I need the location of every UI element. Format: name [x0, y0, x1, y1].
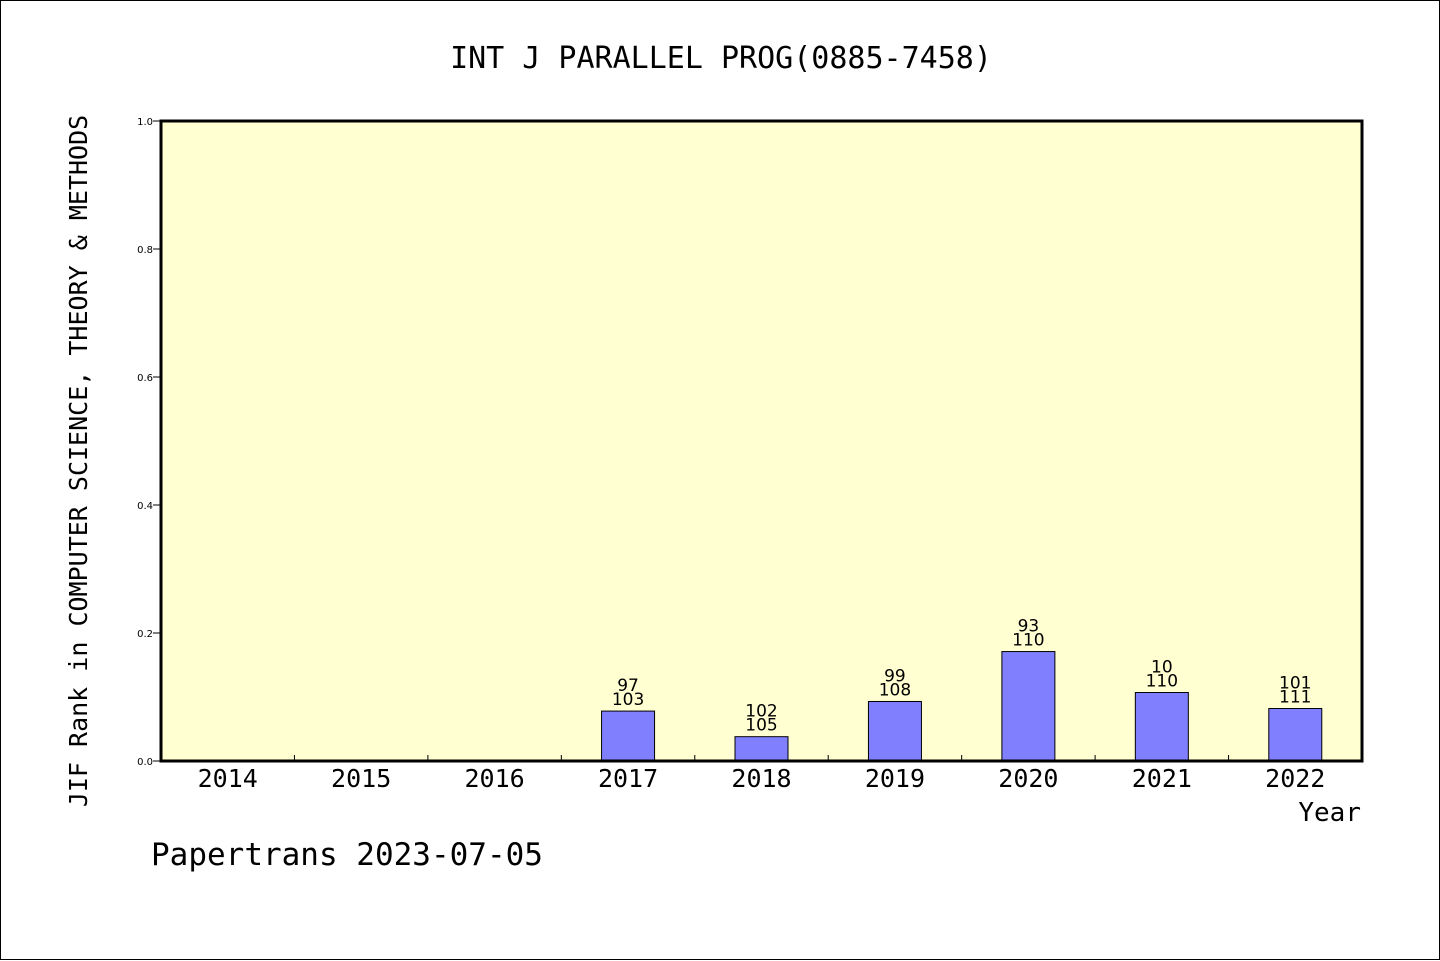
- x-tick-label: 2020: [998, 764, 1058, 793]
- x-tick-label: 2015: [331, 764, 391, 793]
- x-axis: 2014 2015 2016 2017 2018 2019 2020 2021 2022: [198, 755, 1325, 793]
- x-tick-label: 2014: [198, 764, 258, 793]
- bar-label-total: 110: [1146, 672, 1178, 692]
- bar-2020: [1001, 651, 1056, 762]
- plot-area: [161, 121, 1362, 761]
- x-tick-label: 2022: [1265, 764, 1325, 793]
- bar-label-total: 103: [612, 690, 644, 710]
- bar-label-total: 105: [745, 716, 777, 736]
- bar-2022: [1268, 708, 1323, 762]
- bar-label-rank: 102: [745, 702, 777, 722]
- bar-label-total: 110: [1012, 631, 1044, 651]
- bar-label-total: 108: [879, 680, 911, 700]
- bar-group: [601, 651, 1323, 762]
- y-axis-label: JIF Rank in COMPUTER SCIENCE, THEORY & M…: [64, 115, 93, 807]
- bar-label-rank: 101: [1279, 674, 1311, 694]
- bar-label-rank: 10: [1151, 658, 1173, 678]
- x-tick-label: 2021: [1132, 764, 1192, 793]
- y-tick-label: 0.0: [137, 757, 153, 768]
- x-tick-label: 2018: [731, 764, 791, 793]
- bar-label-rank: 97: [617, 676, 639, 696]
- y-tick-label: 0.4: [137, 501, 153, 512]
- x-tick-label: 2016: [465, 764, 525, 793]
- chart-title: INT J PARALLEL PROG(0885-7458): [450, 41, 992, 76]
- footer-credit: Papertrans 2023-07-05: [151, 837, 543, 873]
- y-tick-label: 0.8: [137, 245, 153, 256]
- bar-2021: [1134, 692, 1189, 762]
- bar-2018: [734, 736, 789, 762]
- y-tick-label: 1.0: [137, 117, 153, 128]
- bar-label-rank: 93: [1018, 617, 1040, 637]
- x-tick-label: 2019: [865, 764, 925, 793]
- plot-border: [159, 119, 1364, 763]
- bar-2017: [601, 710, 656, 762]
- y-axis: 0.0 0.2 0.4 0.6 0.8 1.0: [137, 117, 161, 768]
- x-tick-label: 2017: [598, 764, 658, 793]
- x-axis-label: Year: [1298, 798, 1361, 828]
- y-tick-label: 0.2: [137, 629, 153, 640]
- bar-label-rank: 99: [884, 666, 906, 686]
- bar-label-total: 111: [1279, 688, 1311, 708]
- bar-2019: [867, 700, 922, 762]
- y-tick-label: 0.6: [137, 373, 153, 384]
